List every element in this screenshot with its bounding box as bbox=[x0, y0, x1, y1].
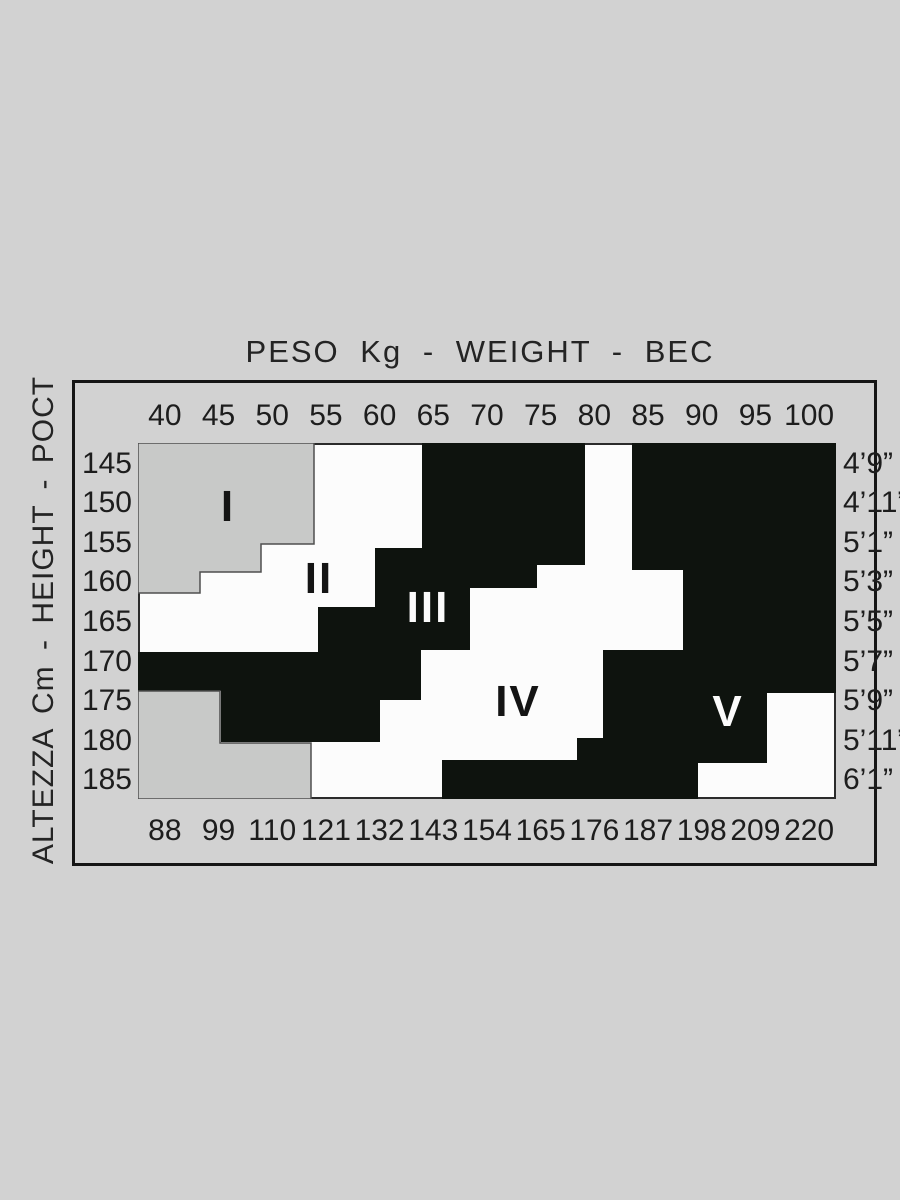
lbs-tick-label: 154 bbox=[461, 814, 512, 847]
out-of-range-gray-corner bbox=[138, 690, 312, 799]
top-axis-kg: 40 45 50 55 60 65 70 75 80 85 90 95 100 bbox=[138, 398, 836, 434]
ftin-tick-label: 5’7” bbox=[843, 644, 894, 678]
ftin-tick-label: 6’1” bbox=[843, 763, 894, 797]
zone-label-IV: IV bbox=[495, 677, 541, 726]
right-axis-ftin: 4’9” 4’11” 5’1” 5’3” 5’5” 5’7” 5’9” 5’11” 6’1” bbox=[843, 444, 900, 800]
cm-tick-label: 170 bbox=[81, 644, 132, 678]
ftin-tick-label: 5’9” bbox=[843, 684, 894, 718]
lbs-tick-label: 132 bbox=[354, 814, 405, 847]
lbs-tick-label: 99 bbox=[201, 814, 236, 847]
left-axis-cm: 145 150 155 160 165 170 175 180 185 bbox=[56, 444, 132, 800]
lbs-tick-label: 176 bbox=[569, 814, 620, 847]
kg-tick-label: 60 bbox=[362, 399, 397, 432]
kg-tick-label: 55 bbox=[309, 399, 343, 432]
lbs-tick-label: 220 bbox=[784, 814, 835, 847]
zone-label-II: II bbox=[304, 554, 334, 603]
cm-tick-label: 185 bbox=[81, 763, 132, 797]
kg-tick-label: 45 bbox=[201, 399, 236, 432]
kg-tick-label: 75 bbox=[523, 399, 558, 432]
kg-tick-label: 65 bbox=[416, 399, 450, 432]
ftin-tick-label: 5’1” bbox=[843, 525, 894, 559]
ftin-tick-label: 5’3” bbox=[843, 565, 894, 599]
chart-title: PESO Kg - WEIGHT - BEC bbox=[245, 334, 715, 369]
cm-tick-label: 175 bbox=[81, 684, 132, 718]
kg-tick-label: 50 bbox=[255, 399, 289, 432]
cm-tick-label: 155 bbox=[81, 525, 132, 559]
cm-tick-label: 145 bbox=[81, 446, 132, 480]
ftin-tick-label: 4’9” bbox=[843, 446, 894, 480]
kg-tick-label: 80 bbox=[577, 399, 612, 432]
kg-tick-label: 85 bbox=[631, 399, 665, 432]
lbs-tick-label: 143 bbox=[408, 814, 459, 847]
lbs-tick-label: 110 bbox=[248, 814, 297, 847]
zone-label-III: III bbox=[406, 583, 450, 632]
kg-tick-label: 70 bbox=[470, 399, 504, 432]
zone-I-gray-region bbox=[138, 443, 315, 594]
zone-label-I: I bbox=[220, 482, 236, 531]
cm-tick-label: 180 bbox=[81, 723, 132, 757]
zone-V-black-region bbox=[442, 443, 836, 799]
ftin-tick-label: 5’11” bbox=[843, 723, 900, 757]
cm-tick-label: 160 bbox=[81, 565, 132, 599]
lbs-tick-label: 88 bbox=[148, 814, 182, 847]
cm-tick-label: 150 bbox=[81, 486, 132, 520]
bottom-axis-lbs: 88 99 110 121 132 143 154 165 176 187 198 209 220 bbox=[138, 813, 836, 849]
kg-tick-label: 100 bbox=[784, 399, 835, 432]
zone-III-black-region bbox=[138, 443, 585, 742]
lbs-tick-label: 198 bbox=[676, 814, 727, 847]
ftin-tick-label: 4’11” bbox=[843, 486, 900, 520]
zone-plot bbox=[138, 443, 836, 799]
lbs-tick-label: 209 bbox=[730, 814, 781, 847]
ftin-tick-label: 5’5” bbox=[843, 605, 894, 639]
zone-label-V: V bbox=[712, 687, 744, 736]
lbs-tick-label: 187 bbox=[623, 814, 674, 847]
kg-tick-label: 90 bbox=[685, 399, 719, 432]
lbs-tick-label: 165 bbox=[515, 814, 566, 847]
kg-tick-label: 40 bbox=[148, 399, 182, 432]
lbs-tick-label: 121 bbox=[300, 814, 351, 847]
cm-tick-label: 165 bbox=[81, 605, 132, 639]
kg-tick-label: 95 bbox=[738, 399, 773, 432]
